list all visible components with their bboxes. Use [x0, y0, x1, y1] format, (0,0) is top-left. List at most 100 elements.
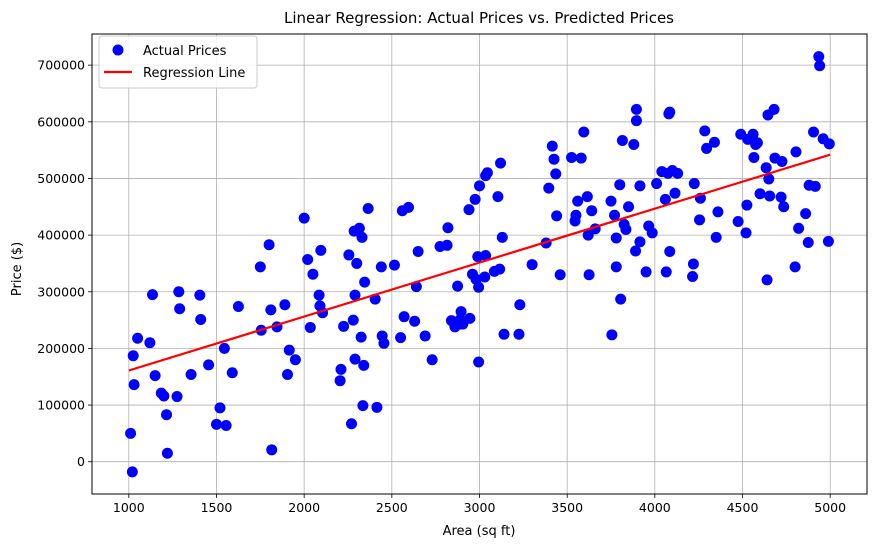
data-point: [651, 178, 663, 190]
data-point: [203, 359, 215, 371]
data-point: [669, 187, 681, 199]
data-point: [455, 306, 467, 318]
plot-frame: [91, 33, 868, 495]
data-point: [526, 259, 538, 271]
y-tick-label: 300000: [37, 284, 85, 299]
data-point: [808, 126, 820, 138]
data-point: [266, 444, 278, 456]
data-point: [710, 231, 722, 243]
y-tick-label: 500000: [37, 171, 85, 186]
data-point: [398, 311, 410, 323]
data-point: [789, 261, 801, 273]
data-point: [754, 188, 766, 200]
data-point: [346, 418, 358, 430]
data-point: [388, 259, 400, 271]
data-point: [764, 190, 776, 202]
data-point: [822, 235, 834, 247]
data-point: [480, 250, 492, 262]
data-point: [498, 328, 510, 340]
data-point: [426, 354, 438, 366]
data-point: [550, 168, 562, 180]
data-point: [741, 199, 753, 211]
data-point: [802, 236, 814, 248]
data-point: [128, 379, 140, 391]
data-point: [375, 261, 387, 273]
data-point: [158, 390, 170, 402]
data-point: [751, 137, 763, 149]
data-point: [469, 193, 481, 205]
data-point: [761, 274, 773, 286]
data-point: [474, 180, 485, 192]
data-point: [282, 368, 294, 380]
data-point: [659, 193, 671, 205]
data-point: [409, 315, 421, 327]
data-point: [740, 227, 752, 239]
data-point: [640, 266, 652, 278]
data-point: [210, 418, 222, 430]
data-point: [149, 370, 161, 382]
data-point: [760, 162, 772, 174]
data-point: [495, 157, 507, 169]
data-point: [349, 289, 361, 301]
data-point: [347, 314, 359, 326]
data-point: [514, 299, 526, 311]
y-tick-label: 0: [77, 454, 85, 469]
legend: Actual Prices Regression Line: [98, 35, 258, 89]
data-point: [609, 209, 621, 221]
data-point: [218, 342, 230, 354]
regression-line: [128, 153, 831, 372]
data-point: [161, 409, 173, 421]
data-point: [747, 128, 759, 140]
data-point: [634, 236, 646, 248]
data-point: [687, 258, 699, 270]
data-point: [566, 151, 578, 163]
data-point: [823, 138, 835, 150]
data-point: [473, 356, 485, 368]
data-point: [125, 427, 137, 439]
data-point: [362, 202, 374, 214]
data-point: [606, 329, 618, 341]
data-point: [355, 331, 367, 343]
data-point: [793, 222, 805, 234]
data-point: [581, 191, 593, 203]
data-point: [492, 191, 504, 203]
data-point: [402, 201, 414, 213]
data-point: [226, 367, 238, 379]
data-point: [672, 167, 684, 179]
data-point: [358, 359, 370, 371]
x-tick-label: 2000: [288, 500, 320, 515]
legend-label-actual-prices: Actual Prices: [143, 44, 227, 59]
data-point: [479, 271, 491, 283]
data-point: [628, 138, 640, 150]
scatter-points: [125, 51, 835, 478]
legend-box: [98, 35, 258, 89]
x-tick-label: 2500: [376, 500, 408, 515]
data-point: [814, 60, 826, 72]
data-point: [712, 206, 724, 218]
data-point: [463, 204, 475, 216]
x-axis-ticks: 1000 1500 2000 2500 3000 3500 4000 4500 5000: [113, 494, 846, 515]
data-point: [315, 244, 327, 256]
data-point: [232, 300, 244, 312]
data-point: [664, 246, 676, 258]
legend-marker-actual-prices: [112, 44, 124, 56]
x-tick-label: 3500: [551, 500, 583, 515]
y-tick-label: 200000: [37, 341, 85, 356]
data-point: [548, 153, 560, 165]
data-point: [412, 246, 424, 258]
y-tick-label: 600000: [37, 114, 85, 129]
y-tick-label: 400000: [37, 228, 85, 243]
data-point: [809, 180, 821, 192]
data-point: [464, 312, 476, 324]
data-point: [578, 126, 590, 138]
x-tick-label: 1000: [113, 500, 145, 515]
y-axis-ticks: 0 100000 200000 300000 400000 500000 600000 700…: [37, 58, 92, 469]
x-axis-label: Area (sq ft): [443, 524, 516, 539]
data-point: [126, 466, 138, 478]
data-point: [144, 337, 156, 349]
data-point: [813, 51, 825, 63]
data-point: [351, 257, 363, 269]
data-point: [610, 261, 622, 273]
data-point: [174, 303, 186, 315]
data-point: [419, 330, 431, 342]
